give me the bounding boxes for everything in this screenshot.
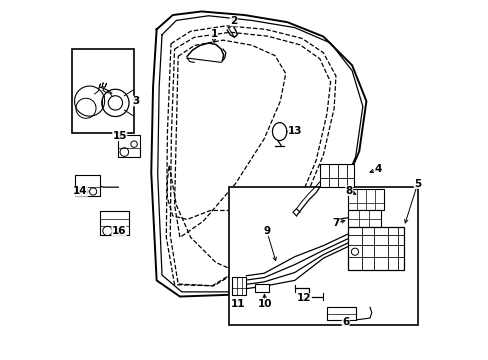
Text: 5: 5 [413, 179, 421, 189]
Bar [255, 284, 268, 292]
Bar [348, 226, 403, 270]
Text: 3: 3 [132, 96, 140, 106]
Text: 4: 4 [373, 164, 381, 174]
Text: 9: 9 [263, 226, 270, 236]
Bar [100, 211, 129, 234]
Text: 1: 1 [210, 29, 217, 39]
Bar [75, 175, 100, 196]
Bar [72, 49, 134, 134]
Bar [231, 277, 246, 295]
Bar [348, 189, 384, 211]
Text: 6: 6 [341, 317, 348, 327]
Text: 15: 15 [112, 131, 127, 141]
Text: 13: 13 [287, 126, 302, 135]
Text: 8: 8 [345, 186, 352, 196]
Text: 7: 7 [332, 218, 339, 228]
Bar [229, 187, 418, 325]
Text: 12: 12 [297, 293, 311, 303]
Text: 2: 2 [230, 16, 237, 26]
Text: 16: 16 [111, 226, 126, 236]
Bar [326, 307, 355, 320]
Text: 11: 11 [230, 299, 245, 309]
Bar [319, 164, 353, 187]
Bar [118, 135, 140, 157]
Text: 10: 10 [257, 299, 272, 309]
Bar [348, 211, 380, 226]
Text: 14: 14 [73, 186, 87, 197]
